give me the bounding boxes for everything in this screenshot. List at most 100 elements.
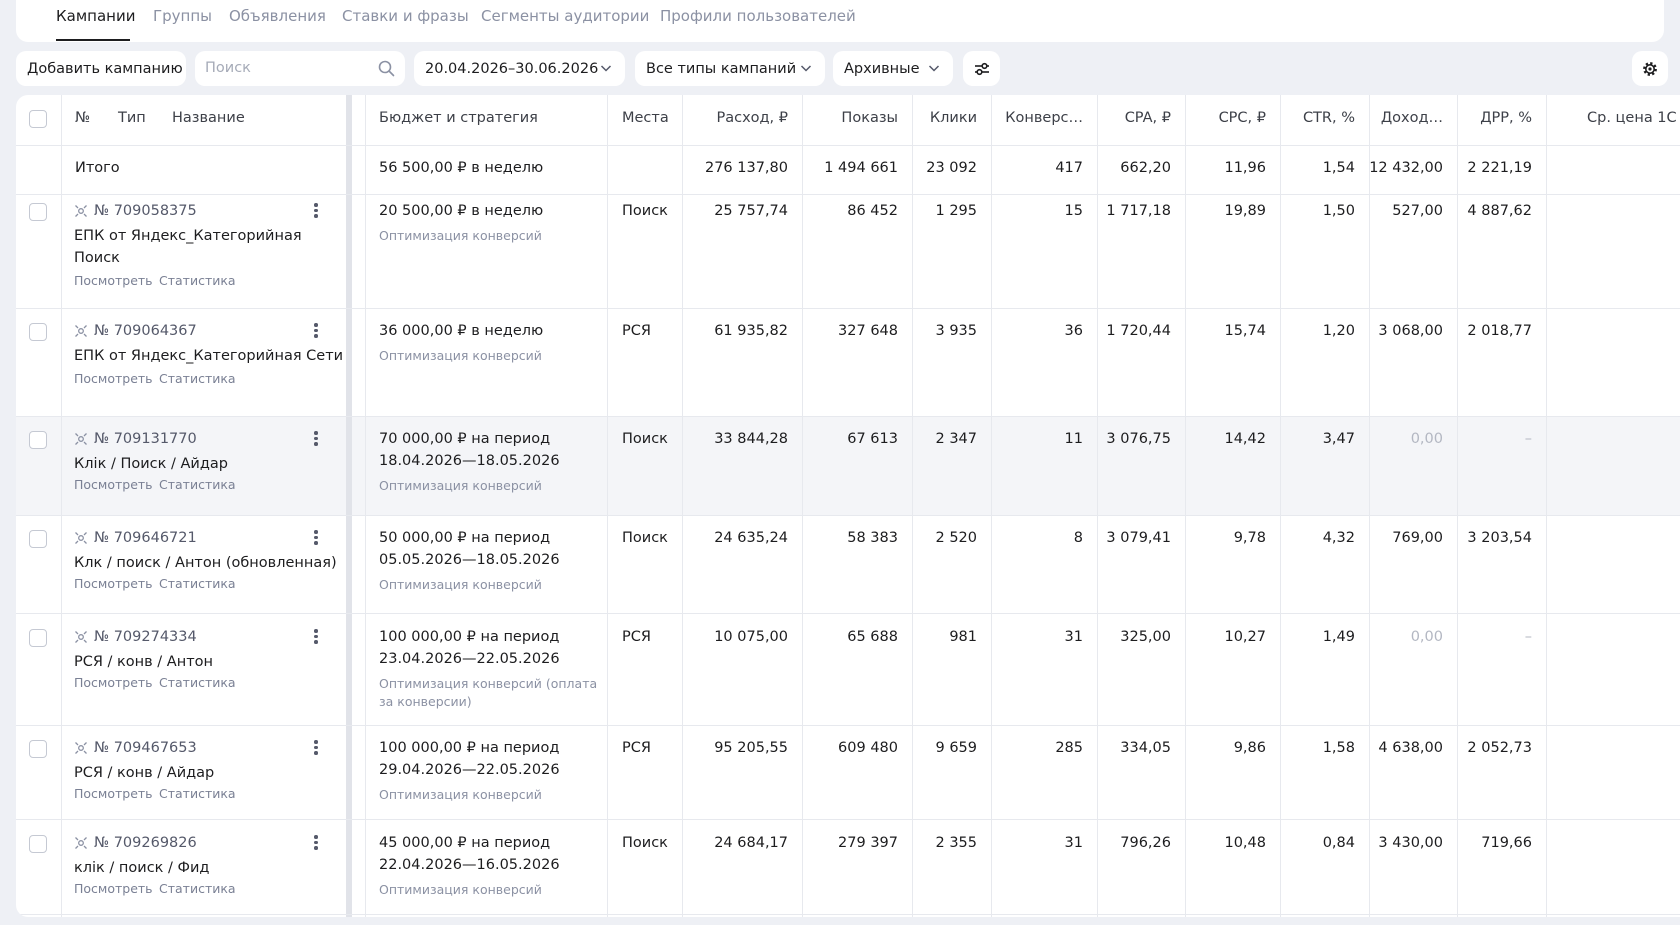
campaign-id-link[interactable]: № 709064367	[74, 323, 197, 339]
col-header-ctr[interactable]: CTR, %	[1302, 110, 1355, 126]
row-checkbox[interactable]	[29, 740, 47, 758]
col-header-income[interactable]: Доход…	[1380, 110, 1443, 126]
row-checkbox[interactable]	[29, 203, 47, 221]
col-header-name[interactable]: Название	[172, 110, 245, 126]
stats-link[interactable]: Статистика	[159, 273, 236, 288]
stats-link[interactable]: Статистика	[159, 675, 236, 690]
place: Поиск	[622, 203, 668, 219]
tab-bids-phrases[interactable]: Ставки и фразы	[342, 7, 469, 25]
campaign-id-link[interactable]: № 709274334	[74, 629, 197, 645]
ctr: 1,50	[1322, 203, 1355, 219]
row-checkbox[interactable]	[29, 835, 47, 853]
stats-link[interactable]: Статистика	[159, 371, 236, 386]
tab-campaigns[interactable]: Кампании	[56, 7, 136, 25]
drr: 4 887,62	[1467, 203, 1532, 219]
tab-ads[interactable]: Объявления	[229, 7, 326, 25]
col-header-clicks[interactable]: Клики	[929, 110, 977, 126]
search-input[interactable]	[205, 58, 365, 78]
campaign-name: РСЯ / конв / Айдар	[74, 765, 215, 781]
campaign-id-link[interactable]: № 709131770	[74, 431, 197, 447]
add-campaign-button[interactable]: Добавить кампанию	[16, 51, 186, 86]
tab-user-profiles[interactable]: Профили пользователей	[660, 7, 856, 25]
archive-filter-select[interactable]: Архивные	[833, 51, 953, 86]
select-all-checkbox[interactable]	[29, 110, 47, 128]
total-ctr: 1,54	[1322, 160, 1355, 176]
strategy: Оптимизация конверсий	[379, 348, 542, 363]
kebab-menu-icon[interactable]	[312, 738, 320, 758]
tab-audience-segments[interactable]: Сегменты аудитории	[481, 7, 650, 25]
col-header-number[interactable]: №	[75, 110, 91, 126]
campaign-id-link[interactable]: № 709646721	[74, 530, 197, 546]
stats-link[interactable]: Статистика	[159, 881, 236, 896]
row-checkbox[interactable]	[29, 629, 47, 647]
row-checkbox[interactable]	[29, 431, 47, 449]
row-checkbox[interactable]	[29, 530, 47, 548]
col-header-cpc[interactable]: CPC, ₽	[1218, 110, 1266, 126]
kebab-menu-icon[interactable]	[312, 627, 320, 647]
kebab-menu-icon[interactable]	[312, 201, 320, 221]
view-link[interactable]: Посмотреть	[74, 477, 153, 492]
stats-link[interactable]: Статистика	[159, 477, 236, 492]
col-header-cpa[interactable]: CPA, ₽	[1124, 110, 1171, 126]
campaign-types-select[interactable]: Все типы кампаний	[635, 51, 825, 86]
ctr: 3,47	[1322, 431, 1355, 447]
clicks: 9 659	[935, 740, 977, 756]
date-range-select[interactable]: 20.04.2026–30.06.2026	[414, 51, 625, 86]
impressions: 65 688	[847, 629, 898, 645]
campaign-name: РСЯ / конв / Антон	[74, 654, 214, 670]
row-checkbox[interactable]	[29, 323, 47, 341]
income: 4 638,00	[1378, 740, 1443, 756]
table-settings-button[interactable]	[1632, 51, 1668, 86]
strategy-line2: за конверсии)	[379, 694, 472, 709]
kebab-menu-icon[interactable]	[312, 833, 320, 853]
col-header-places[interactable]: Места	[622, 110, 669, 126]
spend: 24 635,24	[714, 530, 788, 546]
drr: –	[1524, 431, 1532, 447]
place: РСЯ	[622, 740, 651, 756]
clicks: 2 347	[935, 431, 977, 447]
cpa: 3 076,75	[1106, 431, 1171, 447]
view-link[interactable]: Посмотреть	[74, 371, 153, 386]
campaign-type-icon	[75, 631, 87, 643]
total-spend: 276 137,80	[704, 160, 788, 176]
ctr: 4,32	[1322, 530, 1355, 546]
budget-period: 18.04.2026—18.05.2026	[379, 453, 560, 469]
search-icon[interactable]	[378, 60, 395, 77]
col-header-conversions[interactable]: Конверс…	[1005, 110, 1083, 126]
total-budget: 56 500,00 ₽ в неделю	[379, 160, 544, 176]
campaign-id-link[interactable]: № 709058375	[74, 203, 197, 219]
cpa: 1 720,44	[1106, 323, 1171, 339]
kebab-menu-icon[interactable]	[312, 321, 320, 341]
col-header-avg-price[interactable]: Ср. цена 1С	[1587, 110, 1677, 126]
tab-groups[interactable]: Группы	[153, 7, 213, 25]
campaign-id-link[interactable]: № 709467653	[74, 740, 197, 756]
view-link[interactable]: Посмотреть	[74, 786, 153, 801]
view-link[interactable]: Посмотреть	[74, 881, 153, 896]
drr: 719,66	[1481, 835, 1532, 851]
campaign-type-icon	[75, 433, 87, 445]
col-header-impressions[interactable]: Показы	[841, 110, 898, 126]
col-header-type[interactable]: Тип	[118, 110, 146, 126]
view-link[interactable]: Посмотреть	[74, 273, 153, 288]
gear-icon	[1643, 61, 1657, 76]
campaign-type-icon	[75, 205, 87, 217]
ctr: 1,20	[1322, 323, 1355, 339]
campaign-type-icon	[75, 742, 87, 754]
search-field[interactable]	[195, 51, 405, 86]
campaign-id-link[interactable]: № 709269826	[74, 835, 197, 851]
filters-button[interactable]	[963, 51, 1000, 86]
col-header-spend[interactable]: Расход, ₽	[716, 110, 788, 126]
kebab-menu-icon[interactable]	[312, 429, 320, 449]
budget-value: 50 000,00 ₽ на период	[379, 530, 551, 546]
kebab-menu-icon[interactable]	[312, 528, 320, 548]
stats-link[interactable]: Статистика	[159, 786, 236, 801]
campaign-types-value: Все типы кампаний	[646, 60, 797, 77]
view-link[interactable]: Посмотреть	[74, 576, 153, 591]
col-header-drr[interactable]: ДРР, %	[1480, 110, 1532, 126]
col-header-budget[interactable]: Бюджет и стратегия	[379, 110, 538, 126]
budget-value: 36 000,00 ₽ в неделю	[379, 323, 544, 339]
drr: 2 018,77	[1467, 323, 1532, 339]
view-link[interactable]: Посмотреть	[74, 675, 153, 690]
clicks: 1 295	[935, 203, 977, 219]
stats-link[interactable]: Статистика	[159, 576, 236, 591]
